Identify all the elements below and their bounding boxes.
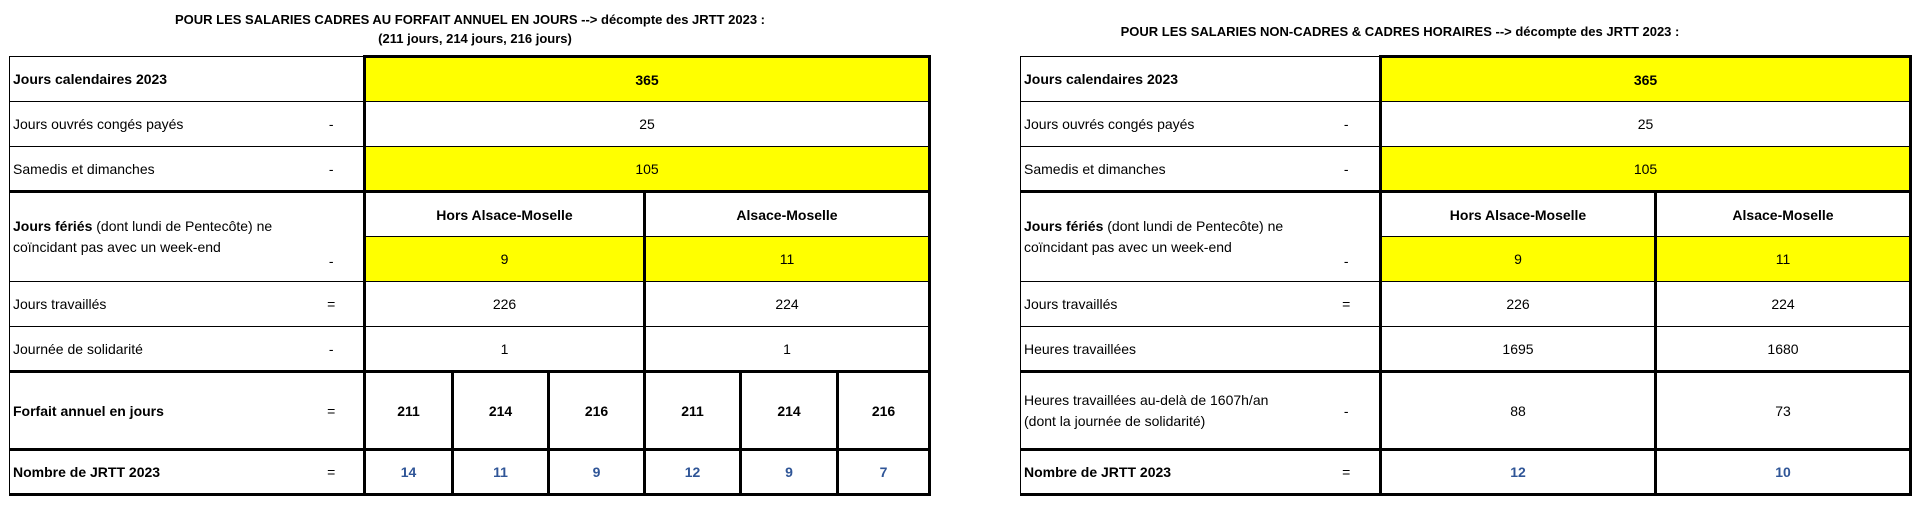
r-op-travailles: = bbox=[1313, 281, 1381, 327]
row-conges: Jours ouvrés congés payés - 25 bbox=[9, 101, 932, 147]
value-jrtt-4: 12 bbox=[643, 448, 741, 496]
value-forfait-1: 211 bbox=[363, 370, 453, 450]
label-solidarite: Journée de solidarité bbox=[9, 326, 300, 372]
r-value-feries-hors: 9 bbox=[1379, 236, 1656, 282]
r-row-weekends: Samedis et dimanches - 105 bbox=[1020, 146, 1913, 192]
r-value-heures-dela-alsace: 73 bbox=[1653, 370, 1913, 450]
value-forfait-6: 216 bbox=[835, 370, 932, 450]
value-forfait-4: 211 bbox=[643, 370, 741, 450]
left-table-title: POUR LES SALARIES CADRES AU FORFAIT ANNU… bbox=[10, 10, 930, 48]
r-value-jrtt-hors: 12 bbox=[1379, 448, 1656, 496]
r-header-alsace: Alsace-Moselle bbox=[1653, 190, 1913, 237]
header-hors-alsace: Hors Alsace-Moselle bbox=[363, 190, 645, 237]
value-conges: 25 bbox=[362, 101, 932, 147]
value-forfait-5: 214 bbox=[739, 370, 838, 450]
header-alsace: Alsace-Moselle bbox=[642, 190, 932, 237]
r-value-feries-alsace: 11 bbox=[1653, 236, 1913, 282]
value-solidarite-hors: 1 bbox=[363, 326, 645, 372]
row-feries-values: 9 11 bbox=[10, 236, 932, 282]
label-conges: Jours ouvrés congés payés bbox=[9, 101, 300, 147]
r-row-heures-dela: Heures travaillées au-delà de 1607h/an (… bbox=[1020, 370, 1913, 450]
op-jrtt: = bbox=[299, 448, 365, 496]
row-jrtt: Nombre de JRTT 2023 = 14 11 9 12 9 7 bbox=[9, 448, 932, 496]
value-travailles-hors: 226 bbox=[363, 281, 645, 327]
row-travailles: Jours travaillés = 226 224 bbox=[9, 281, 932, 327]
r-row-feries-values: 9 11 bbox=[1021, 236, 1913, 282]
label-feries: Jours fériés (dont lundi de Pentecôte) n… bbox=[9, 190, 300, 282]
row-solidarite: Journée de solidarité - 1 1 bbox=[9, 326, 932, 372]
r-value-travailles-hors: 226 bbox=[1379, 281, 1656, 327]
op-travailles: = bbox=[299, 281, 365, 327]
r-label-weekends: Samedis et dimanches bbox=[1020, 146, 1314, 192]
value-jrtt-5: 9 bbox=[739, 448, 838, 496]
r-value-heures-alsace: 1680 bbox=[1653, 326, 1913, 372]
op-forfait: = bbox=[299, 370, 365, 450]
op-weekends: - bbox=[299, 146, 365, 192]
r-row-conges: Jours ouvrés congés payés - 25 bbox=[1020, 101, 1913, 147]
value-jrtt-3: 9 bbox=[547, 448, 645, 496]
value-calendar: 365 bbox=[362, 55, 932, 102]
value-feries-alsace: 11 bbox=[642, 236, 932, 282]
op-solidarite: - bbox=[299, 326, 365, 372]
r-op-jrtt: = bbox=[1313, 448, 1381, 496]
left-title-line2: (211 jours, 214 jours, 216 jours) bbox=[378, 31, 572, 46]
r-value-jrtt-alsace: 10 bbox=[1653, 448, 1913, 496]
label-forfait: Forfait annuel en jours bbox=[9, 370, 300, 450]
r-op-feries: - bbox=[1313, 190, 1381, 282]
r-label-heures-dela: Heures travaillées au-delà de 1607h/an (… bbox=[1020, 370, 1314, 450]
r-op-conges: - bbox=[1313, 101, 1381, 147]
value-forfait-2: 214 bbox=[451, 370, 549, 450]
r-label-calendar: Jours calendaires 2023 bbox=[1020, 56, 1314, 102]
right-title-line1: POUR LES SALARIES NON-CADRES & CADRES HO… bbox=[1120, 24, 1680, 39]
r-value-conges: 25 bbox=[1378, 101, 1913, 147]
left-jrtt-table: Jours calendaires 2023 365 Jours ouvrés … bbox=[9, 55, 932, 496]
value-feries-hors: 9 bbox=[363, 236, 645, 282]
r-value-calendar: 365 bbox=[1378, 55, 1913, 102]
r-value-heures-dela-hors: 88 bbox=[1379, 370, 1656, 450]
r-value-travailles-alsace: 224 bbox=[1653, 281, 1913, 327]
r-label-jrtt: Nombre de JRTT 2023 bbox=[1020, 448, 1314, 496]
r-row-travailles: Jours travaillés = 226 224 bbox=[1020, 281, 1913, 327]
r-label-heures: Heures travaillées bbox=[1020, 326, 1314, 372]
r-label-feries: Jours fériés (dont lundi de Pentecôte) n… bbox=[1020, 190, 1314, 282]
value-forfait-3: 216 bbox=[547, 370, 645, 450]
r-row-heures: Heures travaillées 1695 1680 bbox=[1020, 326, 1913, 372]
r-row-feries-header: Jours fériés (dont lundi de Pentecôte) n… bbox=[1020, 190, 1913, 282]
right-table-title: POUR LES SALARIES NON-CADRES & CADRES HO… bbox=[1020, 22, 1900, 41]
r-value-heures-hors: 1695 bbox=[1379, 326, 1656, 372]
r-label-conges: Jours ouvrés congés payés bbox=[1020, 101, 1314, 147]
value-weekends: 105 bbox=[362, 146, 932, 192]
r-label-travailles: Jours travaillés bbox=[1020, 281, 1314, 327]
left-title-line1: POUR LES SALARIES CADRES AU FORFAIT ANNU… bbox=[174, 12, 766, 27]
value-travailles-alsace: 224 bbox=[642, 281, 932, 327]
label-travailles: Jours travaillés bbox=[9, 281, 300, 327]
row-weekends: Samedis et dimanches - 105 bbox=[9, 146, 932, 192]
row-forfait: Forfait annuel en jours = 211 214 216 21… bbox=[9, 370, 932, 450]
r-op-heures-dela: - bbox=[1313, 370, 1381, 450]
r-header-hors-alsace: Hors Alsace-Moselle bbox=[1379, 190, 1656, 237]
row-calendar: Jours calendaires 2023 365 bbox=[9, 55, 932, 102]
r-row-calendar: Jours calendaires 2023 365 bbox=[1020, 55, 1913, 102]
r-value-weekends: 105 bbox=[1378, 146, 1913, 192]
op-conges: - bbox=[299, 101, 365, 147]
label-jrtt: Nombre de JRTT 2023 bbox=[9, 448, 300, 496]
r-op-weekends: - bbox=[1313, 146, 1381, 192]
label-calendar: Jours calendaires 2023 bbox=[9, 56, 300, 102]
label-weekends: Samedis et dimanches bbox=[9, 146, 300, 192]
row-feries-header: Jours fériés (dont lundi de Pentecôte) n… bbox=[9, 190, 932, 282]
op-feries: - bbox=[299, 190, 365, 282]
value-jrtt-1: 14 bbox=[363, 448, 453, 496]
value-solidarite-alsace: 1 bbox=[642, 326, 932, 372]
right-jrtt-table: Jours calendaires 2023 365 Jours ouvrés … bbox=[1020, 55, 1913, 496]
value-jrtt-6: 7 bbox=[835, 448, 932, 496]
value-jrtt-2: 11 bbox=[451, 448, 549, 496]
r-row-jrtt: Nombre de JRTT 2023 = 12 10 bbox=[1020, 448, 1913, 496]
